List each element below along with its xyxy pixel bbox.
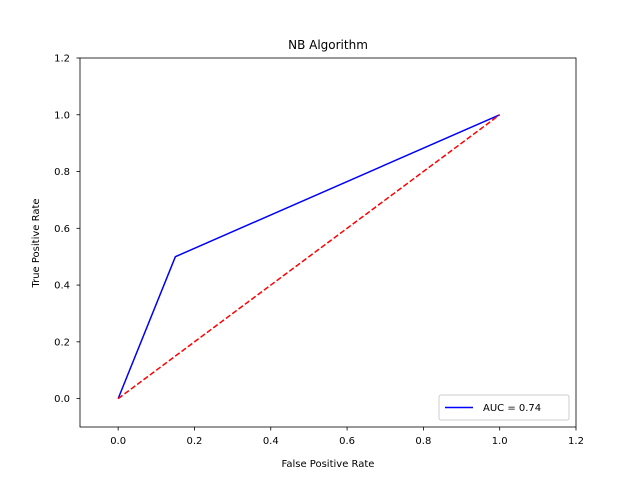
axes-layer xyxy=(79,57,577,428)
x-tick-label: 0.4 xyxy=(263,436,279,447)
y-tick-label: 0.0 xyxy=(54,394,70,405)
chart-title: NB Algorithm xyxy=(288,38,368,52)
x-tick-label: 0.8 xyxy=(415,436,431,447)
x-tick-label: 1.0 xyxy=(492,436,508,447)
y-tick-label: 0.8 xyxy=(54,167,70,178)
y-tick-label: 1.0 xyxy=(54,110,70,121)
y-tick-label: 0.4 xyxy=(54,281,70,292)
series-layer xyxy=(117,114,501,400)
legend: AUC = 0.74 xyxy=(438,394,570,421)
plot-frame xyxy=(79,57,577,428)
y-tick-label: 0.2 xyxy=(54,337,70,348)
y-axis-label: True Positive Rate xyxy=(31,198,42,288)
y-tick-label: 1.2 xyxy=(54,54,70,65)
y-tick-label: 0.6 xyxy=(54,224,70,235)
x-tick-label: 0.2 xyxy=(187,436,203,447)
ticks-layer: 0.0 0.2 0.4 0.6 0.8 1.0 1.2 0.0 0.2 0.4 0.6 0.8 1.0 1… xyxy=(54,54,584,448)
x-tick-label: 0.6 xyxy=(339,436,355,447)
roc-curve-line xyxy=(117,114,500,399)
x-axis-label: False Positive Rate xyxy=(282,459,375,470)
x-tick-label: 1.2 xyxy=(568,436,584,447)
chance-diagonal-line xyxy=(117,114,501,400)
legend-label: AUC = 0.74 xyxy=(483,403,541,414)
legend-box xyxy=(438,394,570,421)
x-tick-label: 0.0 xyxy=(110,436,126,447)
